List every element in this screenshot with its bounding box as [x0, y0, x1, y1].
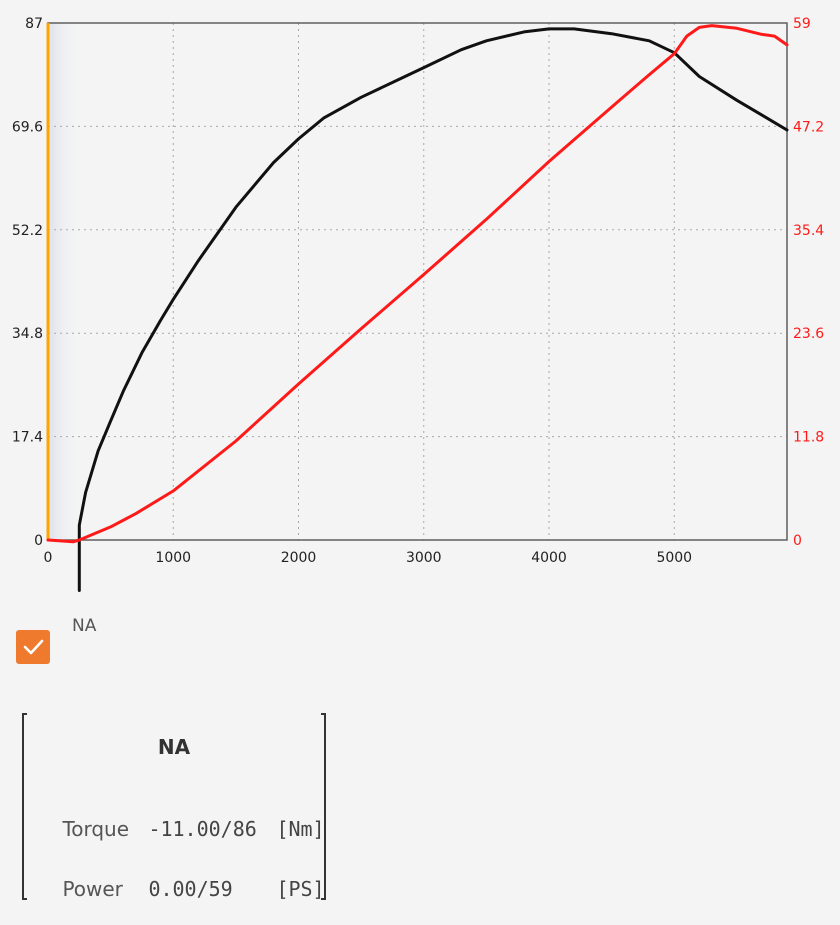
left-tick-label: 34.8: [12, 326, 43, 342]
series-group: [46, 24, 789, 592]
info-title: NA: [157, 735, 191, 759]
left-tick-label: 69.6: [12, 119, 43, 135]
info-torque-label: Torque: [62, 817, 130, 841]
dyno-chart: 0 1000 2000 3000 4000 5000 0 17.4 34.8 52.2 69.6 8…: [12, 16, 824, 592]
x-tick-label: 2000: [281, 550, 317, 566]
right-tick-label: 11.8: [793, 430, 824, 446]
legend-label: NA: [72, 616, 97, 636]
x-tick-label: 5000: [656, 550, 692, 566]
x-tick-label: 1000: [155, 550, 191, 566]
plot-left-shade: [48, 23, 82, 540]
right-tick-label: 23.6: [793, 326, 824, 342]
series-line-power: [46, 24, 789, 544]
left-tick-label: 52.2: [12, 223, 43, 239]
left-tick-label: 87: [25, 16, 43, 32]
left-tick-label: 17.4: [12, 430, 43, 446]
series-toggle-checkbox[interactable]: [16, 630, 50, 664]
grid-lines: [48, 23, 787, 540]
right-tick-label: 59: [793, 16, 811, 32]
info-power-label: Power: [62, 877, 123, 901]
left-axis-ticks: 0 17.4 34.8 52.2 69.6 87: [12, 16, 43, 549]
info-power-value: 0.00/59: [148, 877, 233, 901]
info-box: NA Torque -11.00/86 [Nm] Power 0.00/59 [PS]: [22, 713, 326, 901]
checkmark-icon: [23, 639, 44, 655]
info-box-right-bracket: [321, 713, 326, 900]
info-torque-unit: [Nm]: [276, 817, 325, 841]
legend: NA: [14, 616, 134, 672]
left-tick-label: 0: [34, 533, 43, 549]
x-tick-label: 0: [44, 550, 53, 566]
info-box-left-bracket: [22, 713, 27, 900]
right-tick-label: 47.2: [793, 119, 824, 135]
info-power-unit: [PS]: [276, 877, 325, 901]
x-axis-ticks: 0 1000 2000 3000 4000 5000: [44, 550, 693, 566]
right-tick-label: 35.4: [793, 223, 824, 239]
series-line-torque: [77, 27, 789, 592]
info-row-torque: Torque -11.00/86 [Nm]: [37, 793, 325, 865]
info-torque-value: -11.00/86: [148, 817, 257, 841]
x-tick-label: 3000: [406, 550, 442, 566]
right-tick-label: 0: [793, 533, 802, 549]
x-tick-label: 4000: [531, 550, 567, 566]
right-axis-ticks: 0 11.8 23.6 35.4 47.2 59: [793, 16, 824, 549]
info-row-power: Power 0.00/59 [PS]: [37, 853, 325, 925]
